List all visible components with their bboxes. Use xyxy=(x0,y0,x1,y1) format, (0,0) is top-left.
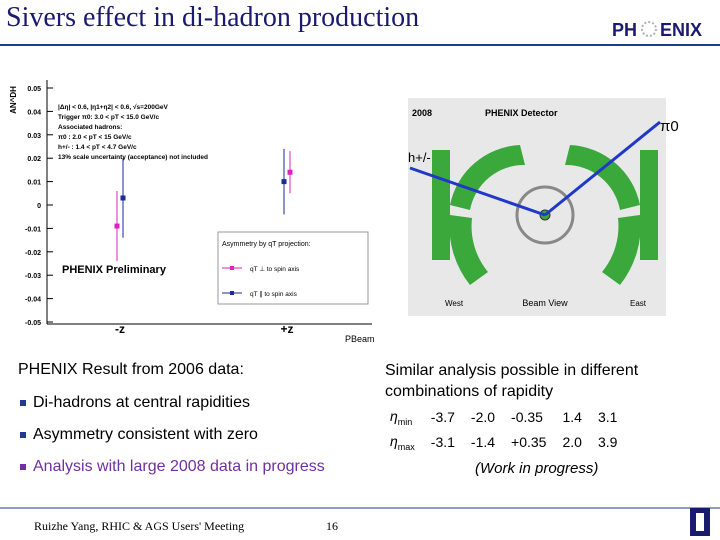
legend-swatch xyxy=(230,266,234,270)
table-row: ηmax -3.1 -1.4 +0.35 2.0 3.9 xyxy=(382,431,625,456)
eta: η xyxy=(390,432,398,449)
x-tick-label: +z xyxy=(280,322,293,336)
legend-label: qT ⊥ to spin axis xyxy=(250,266,300,273)
detector-image xyxy=(408,98,666,316)
detector-arm xyxy=(565,145,640,210)
bullet xyxy=(20,432,26,438)
x-axis-label: PBeam xyxy=(345,334,375,344)
eta-sub: min xyxy=(397,416,413,427)
right-heading: Similar analysis possible in different c… xyxy=(385,362,639,400)
point xyxy=(281,179,287,185)
annotation: Trigger π0: 3.0 < pT < 15.0 GeV/c xyxy=(58,114,159,121)
y-axis-label: AN^DH xyxy=(9,86,18,114)
legend-swatch xyxy=(230,291,234,295)
bullet-text: Analysis with large 2008 data in progres… xyxy=(33,458,325,475)
annotation: 13% scale uncertainty (acceptance) not i… xyxy=(58,154,208,161)
y-tick-label: 0.03 xyxy=(27,133,41,140)
detector-title: PHENIX Detector xyxy=(485,108,558,118)
detector-arm xyxy=(640,150,658,260)
slide-title: Sivers effect in di-hadron production xyxy=(6,2,420,33)
rapidity-table: ηmin -3.7 -2.0 -0.35 1.4 3.1 ηmax -3.1 -1.4 +0.35… xyxy=(382,406,625,456)
y-tick-label: -0.04 xyxy=(25,297,41,304)
annotation: Associated hadrons: xyxy=(58,124,122,131)
annotation: π0 : 2.0 < pT < 15 GeV/c xyxy=(58,134,132,141)
logo: ENIX xyxy=(660,20,702,40)
table-row: ηmin -3.7 -2.0 -0.35 1.4 3.1 xyxy=(382,406,625,431)
table-cell: 1.4 xyxy=(562,409,582,426)
table-cell: -3.1 xyxy=(430,434,455,451)
table-cell: -3.7 xyxy=(430,409,455,426)
detector-east: East xyxy=(630,299,647,308)
logo: PH xyxy=(612,20,637,40)
x-tick-label: -z xyxy=(115,322,125,336)
y-tick-label: 0.04 xyxy=(27,109,41,116)
note: (Work in progress) xyxy=(475,460,599,477)
detector-arm xyxy=(449,215,488,285)
table-cell: -1.4 xyxy=(470,434,496,451)
magnet xyxy=(515,185,575,245)
table-cell: 3.1 xyxy=(597,409,618,426)
footer-author: Ruizhe Yang, RHIC & AGS Users' Meeting xyxy=(34,519,245,533)
detector-arm xyxy=(602,215,641,285)
legend-title: Asymmetry by qT projection: xyxy=(222,241,311,248)
eta: η xyxy=(390,408,398,424)
legend-label: qT ∥ to spin axis xyxy=(250,290,298,298)
point xyxy=(114,223,120,229)
bullet-text: Asymmetry consistent with zero xyxy=(33,426,258,443)
annotation: h+/- : 1.4 < pT < 4.7 GeV/c xyxy=(58,144,137,151)
point xyxy=(120,195,126,201)
y-tick-label: 0 xyxy=(37,203,41,210)
eta-sub: max xyxy=(397,441,415,452)
detector-arm xyxy=(432,150,450,260)
y-tick-label: -0.05 xyxy=(25,320,41,327)
watermark: PHENIX Preliminary xyxy=(62,264,167,276)
left-heading: PHENIX Result from 2006 data: xyxy=(18,361,244,378)
footer-page: 16 xyxy=(326,519,338,533)
detector-arm xyxy=(450,145,525,210)
point xyxy=(287,169,293,175)
y-tick-label: -0.03 xyxy=(25,273,41,280)
table-cell: 2.0 xyxy=(562,434,582,451)
y-tick-label: -0.02 xyxy=(25,250,41,257)
y-tick-label: -0.01 xyxy=(25,226,41,233)
pion-track xyxy=(544,120,661,217)
table-cell: +0.35 xyxy=(511,434,547,451)
bullet xyxy=(20,400,26,406)
y-tick-label: 0.05 xyxy=(27,86,41,93)
y-tick-label: 0.02 xyxy=(27,156,41,163)
detector-view: Beam View xyxy=(522,298,568,308)
hadron-label: h+/- xyxy=(408,150,431,165)
table-cell: 3.9 xyxy=(597,434,618,451)
annotation: |Δη| < 0.6, |η1+η2| < 0.6, √s=200GeV xyxy=(58,103,168,111)
logo-star xyxy=(641,21,657,37)
detector-west: West xyxy=(445,299,464,308)
row-label: ηmin xyxy=(382,406,423,431)
bullet xyxy=(20,464,26,470)
table-cell: -0.35 xyxy=(511,409,543,426)
detector-year: 2008 xyxy=(412,108,432,118)
pion-label: π0 xyxy=(660,118,679,135)
hadron-track xyxy=(409,166,546,217)
row-label: ηmax xyxy=(382,431,423,456)
legend-box xyxy=(217,231,369,305)
corner-logo xyxy=(696,513,704,531)
y-tick-label: 0.01 xyxy=(27,180,41,187)
table-cell: -2.0 xyxy=(470,409,496,426)
bullet-text: Di-hadrons at central rapidities xyxy=(33,394,250,411)
